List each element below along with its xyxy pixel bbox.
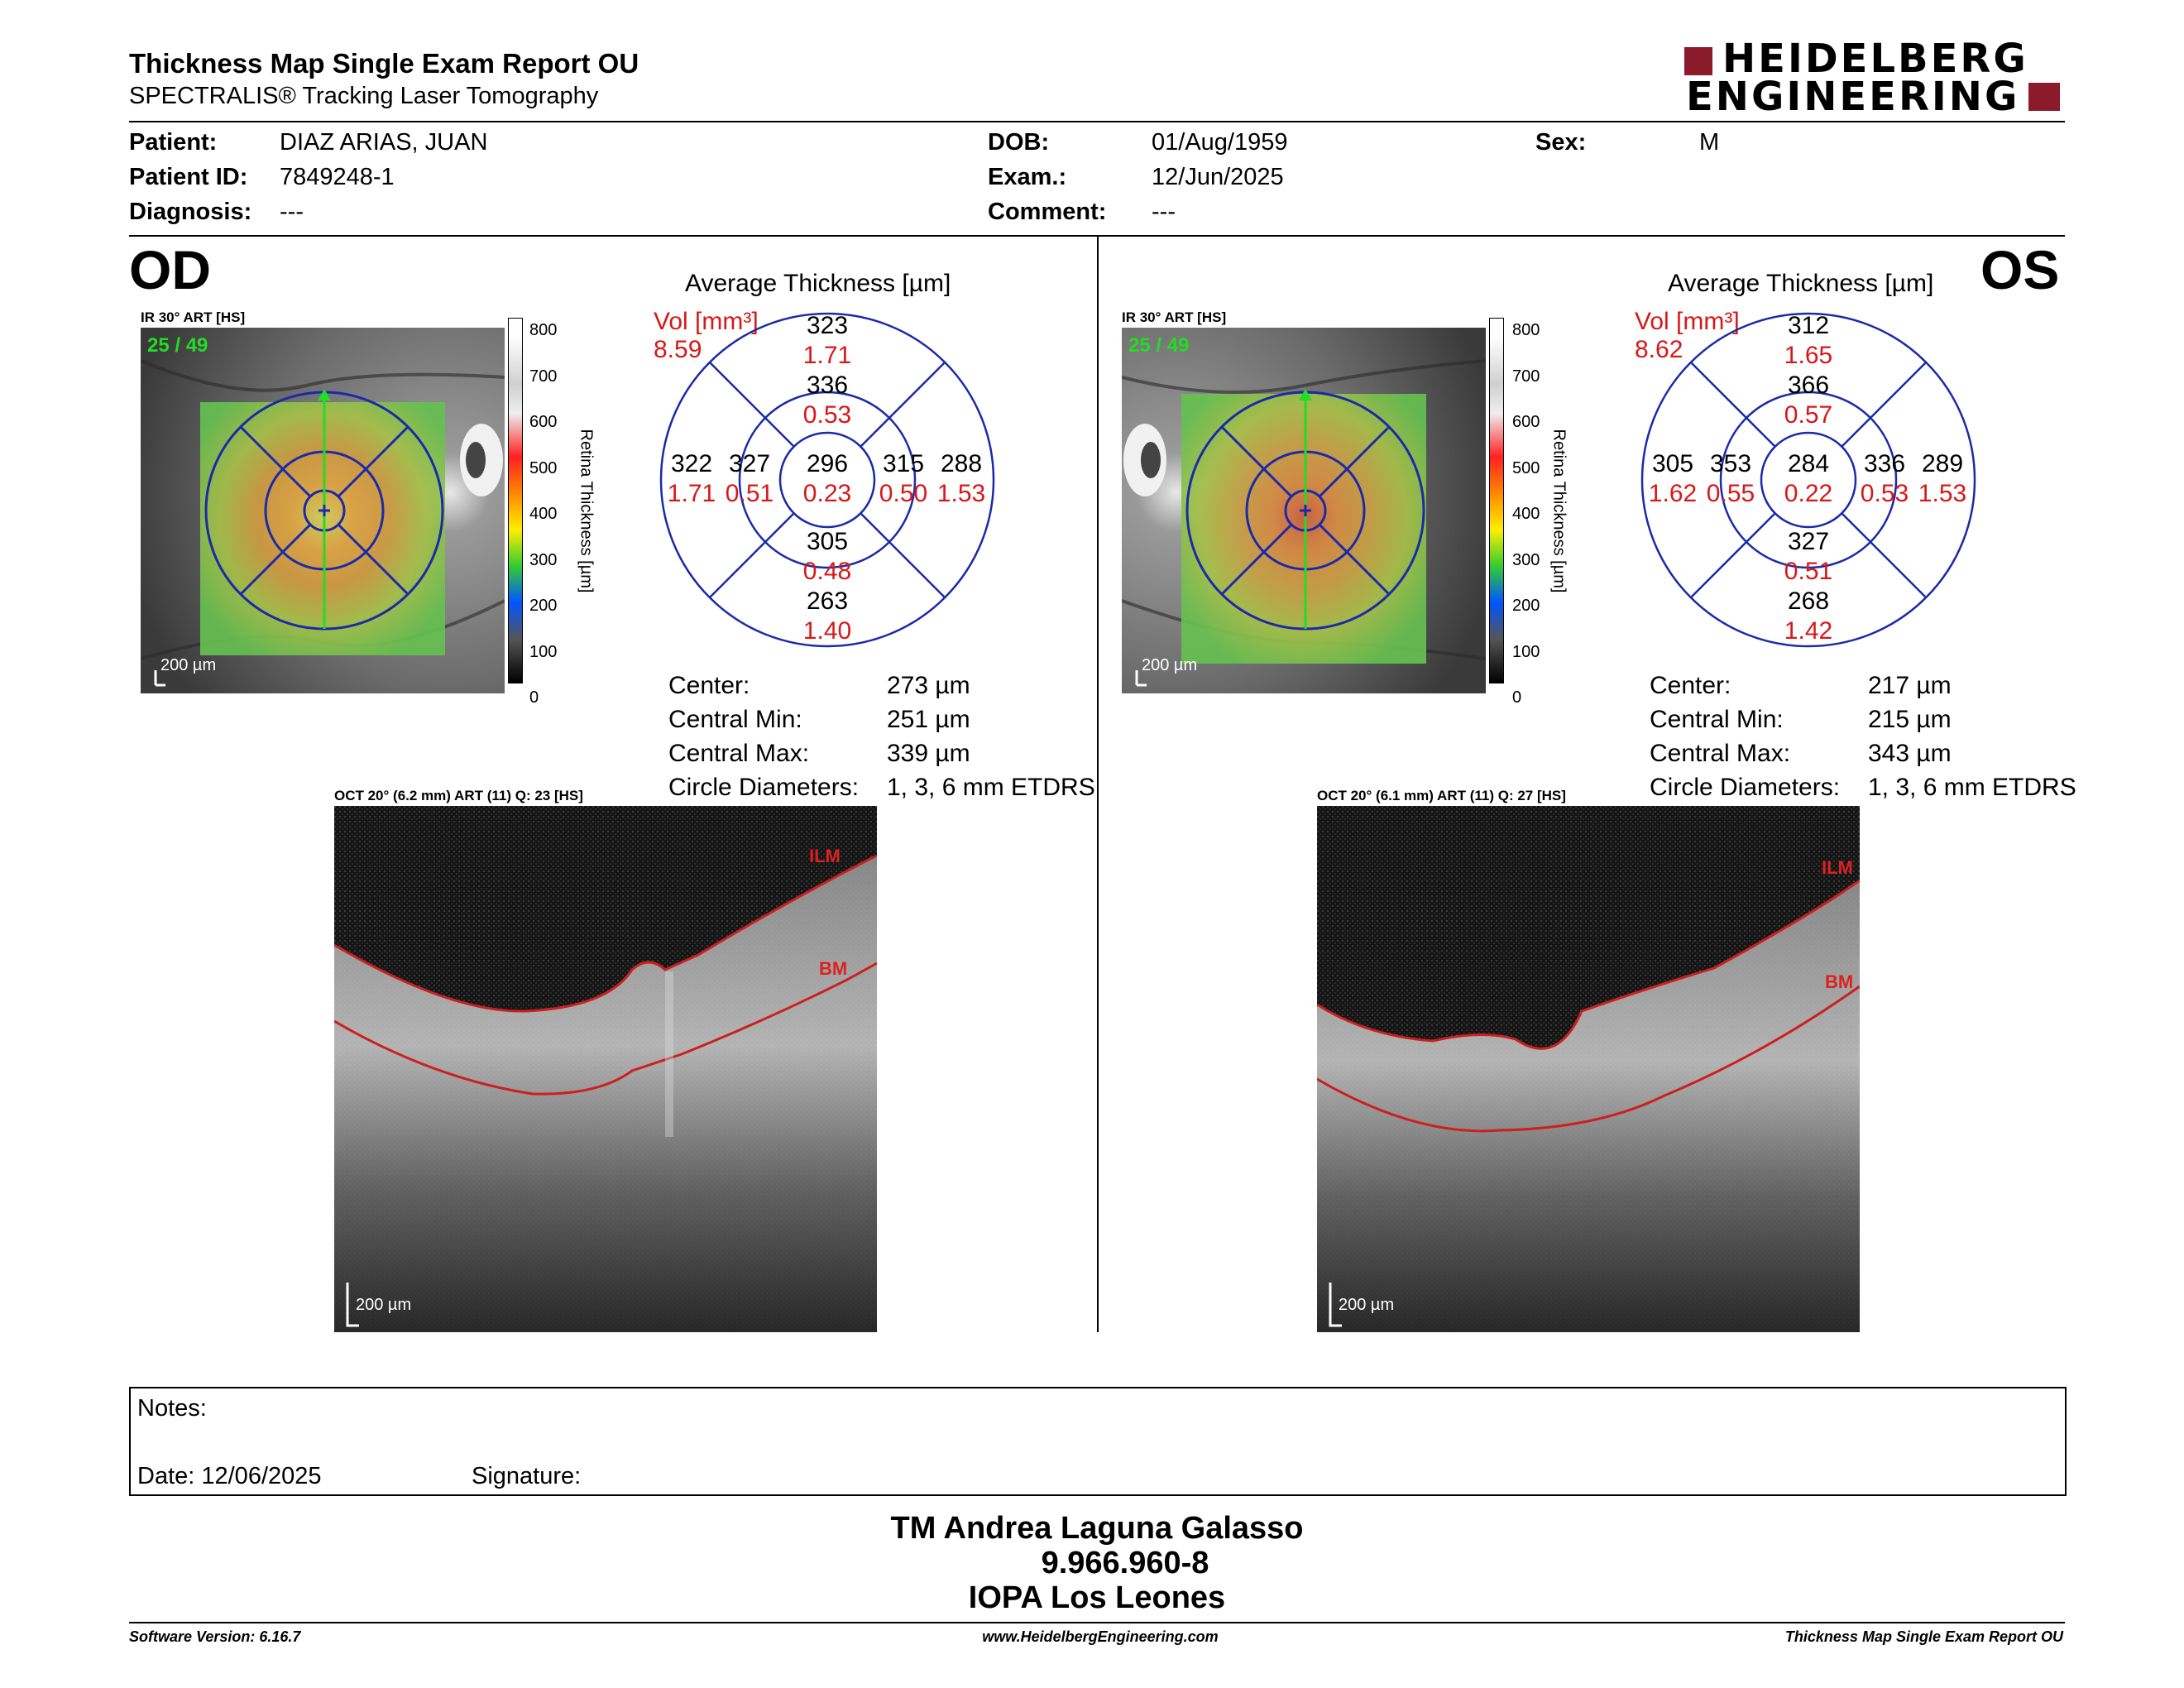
patient-id-label: Patient ID: xyxy=(129,164,248,190)
sex-label: Sex: xyxy=(1535,129,1587,156)
od-stats-labels: Center: Central Min: Central Max: Circle D… xyxy=(668,672,860,801)
os-bm-label: BM xyxy=(1825,971,1854,992)
od-vol-value: 8.59 xyxy=(654,336,702,363)
diagnosis-label: Diagnosis: xyxy=(129,199,252,225)
od-sector-superior-outer: 323 1.71 xyxy=(802,312,852,369)
comment-value: --- xyxy=(1152,199,1176,225)
os-colorbar-ticks: 800 700 600 500 400 300 200 100 0 xyxy=(1512,321,1540,707)
technician-name: TM Andrea Laguna Galasso xyxy=(890,1511,1304,1546)
od-average-thickness-title: Average Thickness [µm] xyxy=(685,270,951,297)
od-sector-inferior-inner: 305 0.48 xyxy=(802,528,852,585)
od-colorbar xyxy=(508,318,523,683)
od-sector-temporal-inner: 327 0.51 xyxy=(725,450,774,507)
od-colorbar-title: Retina Thickness [µm] xyxy=(577,429,596,593)
os-oct-bscan xyxy=(1317,806,1860,1332)
diagnosis-value: --- xyxy=(280,199,304,225)
od-sector-nasal-outer: 288 1.53 xyxy=(936,450,986,507)
od-oct-scale-label: 200 µm xyxy=(356,1296,412,1314)
od-fundus-thickness-map xyxy=(141,328,505,693)
patient-name: DIAZ ARIAS, JUAN xyxy=(280,129,488,156)
heidelberg-logo: HEIDELBERG ENGINEERING xyxy=(1679,38,2068,119)
os-vol-value: 8.62 xyxy=(1635,336,1684,363)
od-colorbar-ticks: 800 700 600 500 400 300 200 100 0 xyxy=(529,321,558,707)
date-label: Date: 12/06/2025 xyxy=(137,1463,322,1489)
sex-value: M xyxy=(1699,129,1720,156)
od-ilm-label: ILM xyxy=(809,846,841,866)
od-oct-bscan xyxy=(334,806,877,1332)
os-eye-label: OS xyxy=(1980,239,2060,300)
od-sector-center: 296 0.23 xyxy=(802,450,852,507)
comment-label: Comment: xyxy=(988,199,1107,225)
notes-label: Notes: xyxy=(137,1395,207,1422)
os-colorbar xyxy=(1489,318,1504,683)
notes-box: Notes: Date: 12/06/2025 Signature: xyxy=(129,1387,2067,1496)
os-frame-counter: 25 / 49 xyxy=(1128,334,1190,357)
os-oct-label: OCT 20° (6.1 mm) ART (11) Q: 27 [HS] xyxy=(1317,788,1566,803)
os-oct-scale-label: 200 µm xyxy=(1339,1296,1395,1314)
os-etdrs-grid xyxy=(1640,312,1976,648)
od-ir-label: IR 30° ART [HS] xyxy=(141,309,246,325)
os-sector-nasal-outer: 289 1.53 xyxy=(1918,450,1967,507)
os-fundus-thickness-map xyxy=(1122,328,1486,693)
os-sector-inferior-outer: 268 1.42 xyxy=(1784,587,1833,645)
od-scale-label: 200 µm xyxy=(160,656,217,674)
os-sector-superior-outer: 312 1.65 xyxy=(1784,312,1833,369)
report-subtitle: SPECTRALIS® Tracking Laser Tomography xyxy=(129,83,599,109)
os-sector-temporal-inner: 353 0.55 xyxy=(1706,450,1755,507)
os-colorbar-title: Retina Thickness [µm] xyxy=(1549,429,1569,593)
od-sector-superior-inner: 336 0.53 xyxy=(802,372,852,429)
footer-software-version: Software Version: 6.16.7 xyxy=(129,1628,301,1645)
os-sector-temporal-outer: 305 1.62 xyxy=(1648,450,1698,507)
os-ilm-label: ILM xyxy=(1822,857,1853,878)
os-vol-label: Vol [mm³] xyxy=(1635,308,1740,335)
patient-id: 7849248-1 xyxy=(280,164,395,190)
os-scale-label: 200 µm xyxy=(1142,656,1198,674)
os-stats-labels: Center: Central Min: Central Max: Circle D… xyxy=(1650,672,1841,801)
patient-label: Patient: xyxy=(129,129,218,156)
os-sector-superior-inner: 366 0.57 xyxy=(1784,372,1833,429)
institution-name: IOPA Los Leones xyxy=(968,1580,1226,1615)
od-bm-label: BM xyxy=(819,958,848,979)
os-stats-values: 217 µm 215 µm 343 µm 1, 3, 6 mm ETDRS xyxy=(1868,672,2076,801)
os-sector-inferior-inner: 327 0.51 xyxy=(1784,528,1833,585)
od-stats-values: 273 µm 251 µm 339 µm 1, 3, 6 mm ETDRS xyxy=(887,672,1095,801)
technician-id: 9.966.960-8 xyxy=(1041,1546,1209,1580)
exam-value: 12/Jun/2025 xyxy=(1152,164,1284,190)
od-oct-label: OCT 20° (6.2 mm) ART (11) Q: 23 [HS] xyxy=(334,788,583,803)
report-title: Thickness Map Single Exam Report OU xyxy=(129,48,639,79)
os-ir-label: IR 30° ART [HS] xyxy=(1122,309,1227,325)
os-average-thickness-title: Average Thickness [µm] xyxy=(1668,270,1934,297)
os-sector-center: 284 0.22 xyxy=(1784,450,1833,507)
exam-label: Exam.: xyxy=(988,164,1067,190)
od-etdrs-grid xyxy=(659,312,995,648)
footer-report-name: Thickness Map Single Exam Report OU xyxy=(1784,1628,2063,1645)
dob-value: 01/Aug/1959 xyxy=(1152,129,1288,156)
footer-website: www.HeidelbergEngineering.com xyxy=(982,1628,1219,1645)
od-sector-temporal-outer: 322 1.71 xyxy=(667,450,716,507)
signature-label: Signature: xyxy=(472,1463,582,1489)
od-sector-inferior-outer: 263 1.40 xyxy=(802,587,852,645)
od-sector-nasal-inner: 315 0.50 xyxy=(879,450,928,507)
od-vol-label: Vol [mm³] xyxy=(654,308,759,335)
od-frame-counter: 25 / 49 xyxy=(147,334,208,357)
os-sector-nasal-inner: 336 0.53 xyxy=(1860,450,1909,507)
dob-label: DOB: xyxy=(988,129,1050,156)
od-eye-label: OD xyxy=(129,239,211,300)
